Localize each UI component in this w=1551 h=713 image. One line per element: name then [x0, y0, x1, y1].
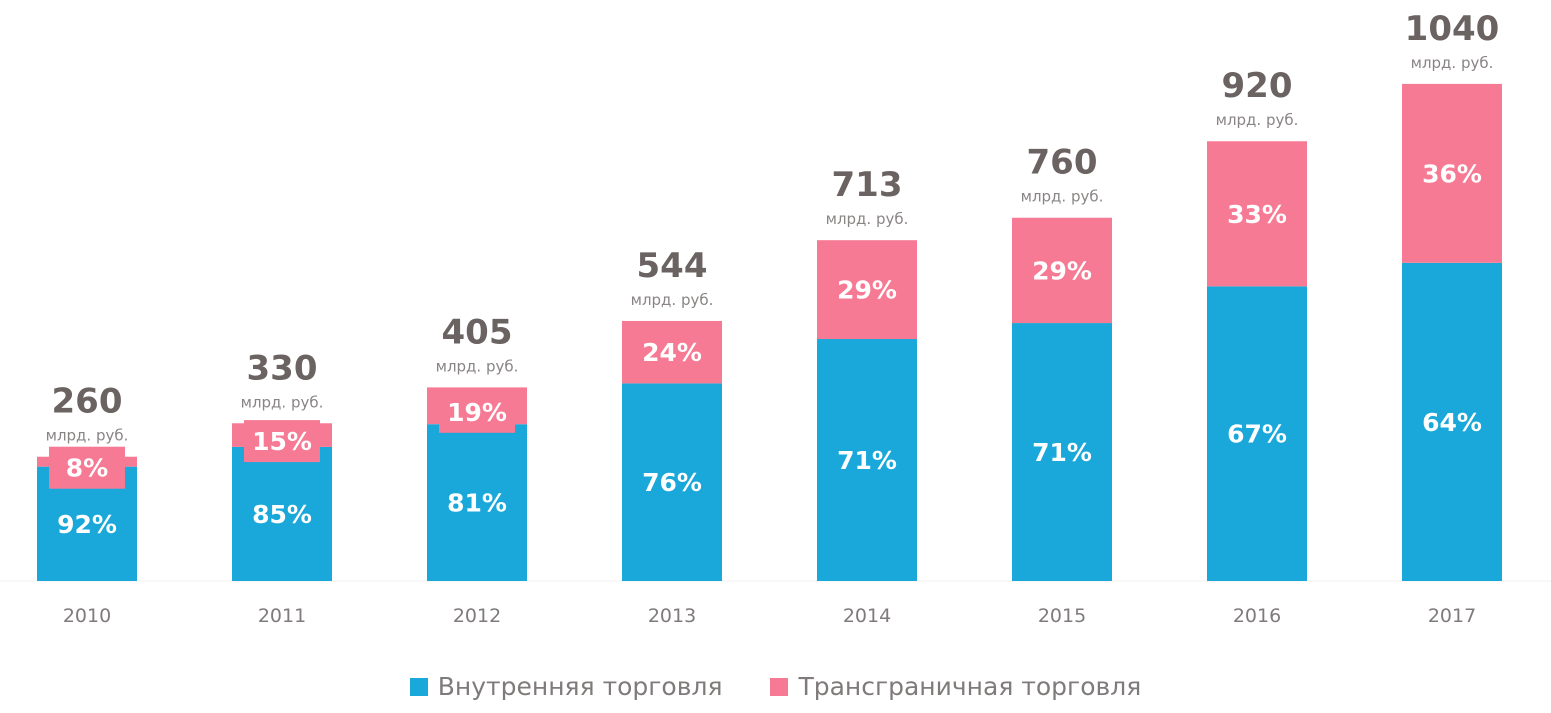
x-tick-label-2010: 2010 [63, 605, 111, 627]
data-label-domestic-2012: 81% [447, 489, 507, 518]
data-label-crossborder-2010: 8% [66, 454, 108, 483]
data-label-domestic-2010: 92% [57, 510, 117, 539]
bar-crossborder-2015[interactable] [1012, 217, 1112, 324]
legend: Внутренняя торговля Трансграничная торго… [0, 672, 1551, 702]
total-value-2014: 713 [832, 165, 903, 205]
x-tick-label-2013: 2013 [648, 605, 696, 627]
total-value-2015: 760 [1027, 143, 1098, 183]
data-label-domestic-2013: 76% [642, 468, 702, 497]
total-value-2012: 405 [442, 312, 513, 352]
total-unit-2012: млрд. руб. [436, 357, 519, 375]
total-value-2011: 330 [247, 348, 318, 388]
total-value-2016: 920 [1222, 66, 1293, 106]
x-tick-label-2015: 2015 [1038, 605, 1086, 627]
data-label-domestic-2016: 67% [1227, 420, 1287, 449]
bar-crossborder-2016[interactable] [1207, 141, 1307, 287]
data-label-crossborder-2016: 33% [1227, 200, 1287, 229]
total-unit-2016: млрд. руб. [1216, 111, 1299, 129]
x-axis-tick-labels: 2010 2011 2012 2013 2014 2015 2016 2017 [63, 605, 1476, 627]
bar-domestic-2012[interactable] [427, 424, 527, 581]
data-label-domestic-2011: 85% [252, 500, 312, 529]
data-label-crossborder-2014: 29% [837, 276, 897, 305]
bars-layer [37, 83, 1502, 581]
bar-domestic-2015[interactable] [1012, 323, 1112, 581]
x-tick-label-2012: 2012 [453, 605, 501, 627]
bar-domestic-2013[interactable] [622, 383, 722, 581]
x-tick-label-2016: 2016 [1233, 605, 1281, 627]
data-label-domestic-2015: 71% [1032, 438, 1092, 467]
bar-crossborder-2017[interactable] [1402, 83, 1502, 263]
label-pill-crossborder-2011 [244, 420, 320, 463]
data-label-crossborder-2012: 19% [447, 398, 507, 427]
bar-crossborder-2013[interactable] [622, 320, 722, 384]
x-tick-label-2011: 2011 [258, 605, 306, 627]
total-unit-2011: млрд. руб. [241, 393, 324, 411]
total-unit-2014: млрд. руб. [826, 210, 909, 228]
legend-swatch-crossborder [770, 677, 789, 696]
bar-domestic-2017[interactable] [1402, 262, 1502, 581]
legend-swatch-domestic [409, 677, 428, 696]
total-unit-2017: млрд. руб. [1411, 54, 1494, 72]
x-tick-label-2017: 2017 [1428, 605, 1476, 627]
label-pill-crossborder-2012 [439, 390, 515, 433]
percent-labels-layer: 92% 8% 85% 15% 81% 19% 76% 24% 71% 29% 71% 29% 67% 33… [57, 159, 1482, 538]
bar-domestic-2014[interactable] [817, 339, 917, 581]
legend-item-domestic[interactable]: Внутренняя торговля [409, 672, 723, 701]
bar-domestic-2011[interactable] [232, 446, 332, 581]
bar-domestic-2016[interactable] [1207, 286, 1307, 581]
data-label-domestic-2017: 64% [1422, 408, 1482, 437]
x-tick-label-2014: 2014 [843, 605, 891, 627]
bar-crossborder-2014[interactable] [817, 240, 917, 340]
data-label-crossborder-2011: 15% [252, 427, 312, 456]
total-unit-2015: млрд. руб. [1021, 188, 1104, 206]
data-label-domestic-2014: 71% [837, 446, 897, 475]
total-value-2010: 260 [52, 382, 123, 422]
total-unit-2013: млрд. руб. [631, 291, 714, 309]
legend-label-crossborder: Трансграничная торговля [798, 672, 1142, 701]
legend-label-domestic: Внутренняя торговля [437, 672, 723, 701]
label-pill-crossborder-2010 [49, 446, 125, 489]
totals-layer: млрд. руб. 260 млрд. руб. 330 млрд. руб. 405 м… [46, 9, 1500, 445]
total-value-2017: 1040 [1405, 9, 1500, 49]
data-label-crossborder-2013: 24% [642, 338, 702, 367]
total-value-2013: 544 [637, 246, 708, 286]
data-label-crossborder-2017: 36% [1422, 159, 1482, 188]
total-unit-2010: млрд. руб. [46, 427, 129, 445]
data-label-crossborder-2015: 29% [1032, 256, 1092, 285]
legend-item-crossborder[interactable]: Трансграничная торговля [770, 672, 1141, 701]
